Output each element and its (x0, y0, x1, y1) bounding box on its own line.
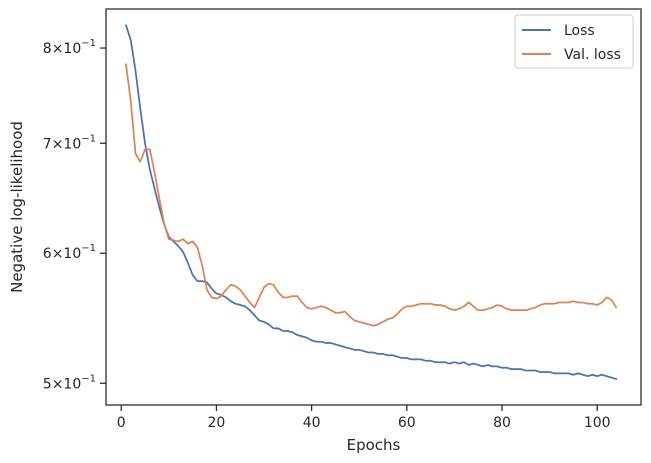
y-tick-label: 8×10−1 (43, 38, 96, 57)
x-tick-label: 100 (584, 415, 611, 431)
x-tick-label: 0 (117, 415, 126, 431)
plot-area-frame (105, 8, 642, 406)
x-tick-label: 60 (398, 415, 416, 431)
x-tick-label: 40 (303, 415, 321, 431)
legend-label-loss: Loss (564, 23, 595, 39)
y-tick-label: 6×10−1 (43, 243, 96, 262)
y-tick-label: 7×10−1 (43, 133, 96, 152)
legend: Loss Val. loss (514, 14, 634, 69)
x-tick-label: 20 (208, 415, 226, 431)
series-lines (125, 24, 618, 380)
x-axis-ticks: 0 20 40 60 80 100 (117, 405, 611, 431)
y-axis-label: Negative log-likelihood (8, 121, 26, 293)
x-axis-label: Epochs (347, 436, 401, 454)
series-line-loss (125, 24, 618, 380)
x-tick-label: 80 (493, 415, 511, 431)
y-axis-ticks: 5×10−1 6×10−1 7×10−1 8×10−1 (43, 38, 106, 392)
legend-label-val-loss: Val. loss (564, 47, 621, 63)
y-tick-label: 5×10−1 (43, 373, 96, 392)
series-line-val-loss (125, 63, 618, 327)
